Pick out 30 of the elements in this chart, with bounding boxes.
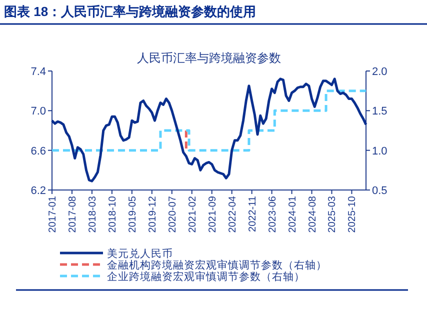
y-tick-label: 6.2 xyxy=(30,185,46,197)
chart-title: 图表 18：人民币汇率与跨境融资参数的使用 xyxy=(4,4,256,19)
x-tick-label: 2022-11 xyxy=(247,196,258,232)
y2-tick-label: 1.0 xyxy=(372,145,388,158)
x-tick-label: 2021-09 xyxy=(207,196,218,233)
legend-label: 美元兑人民币 xyxy=(107,247,173,260)
x-tick-label: 2021-02 xyxy=(187,196,198,233)
legend-label: 金融机构跨境融资宏观审慎调节参数（右轴） xyxy=(107,258,327,272)
x-tick-label: 2025-03 xyxy=(327,196,338,233)
x-tick-label: 2020-07 xyxy=(167,196,178,233)
line-series xyxy=(50,78,368,182)
y2-tick-label: 0.5 xyxy=(372,185,388,197)
x-tick-label: 2018-10 xyxy=(107,196,118,233)
x-tick-label: 2025-10 xyxy=(347,196,358,233)
y2-tick-label: 1.5 xyxy=(372,106,388,118)
x-tick-label: 2024-08 xyxy=(307,196,318,233)
x-tick-label: 2024-01 xyxy=(287,196,298,233)
chart-subtitle: 人民币汇率与跨境融资参数 xyxy=(137,51,281,65)
x-tick-label: 2023-06 xyxy=(267,196,278,233)
x-tick-label: 2017-01 xyxy=(48,196,58,233)
x-tick-label: 2017-08 xyxy=(67,196,78,233)
x-tick-label: 2019-12 xyxy=(147,196,158,233)
y2-tick-label: 2.0 xyxy=(372,66,388,78)
y-tick-label: 6.6 xyxy=(30,145,46,158)
x-tick-label: 2018-03 xyxy=(87,196,98,233)
y-tick-label: 7.0 xyxy=(30,106,46,118)
legend-label: 企业跨境融资宏观审慎调节参数（右轴） xyxy=(107,270,305,283)
y-tick-label: 7.4 xyxy=(30,66,46,78)
x-tick-label: 2019-05 xyxy=(127,196,138,233)
x-tick-label: 2022-04 xyxy=(227,196,238,233)
